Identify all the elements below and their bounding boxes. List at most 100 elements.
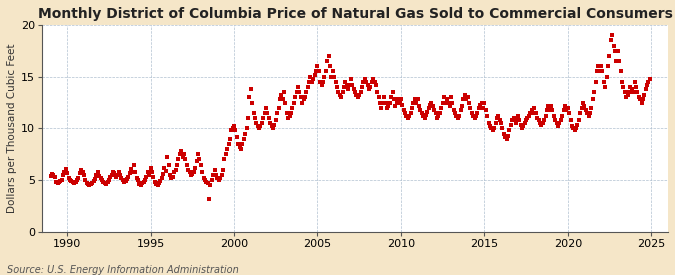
Point: [422, 110, 433, 114]
Point: [215, 176, 225, 180]
Point: [153, 183, 163, 188]
Point: [427, 103, 438, 108]
Point: [540, 114, 551, 118]
Point: [607, 33, 618, 37]
Point: [549, 114, 560, 118]
Point: [154, 181, 165, 185]
Point: [536, 123, 547, 128]
Point: [53, 180, 64, 185]
Point: [472, 111, 483, 115]
Point: [565, 118, 576, 122]
Point: [489, 126, 500, 131]
Point: [407, 106, 418, 110]
Point: [141, 175, 152, 179]
Point: [362, 83, 373, 87]
Point: [355, 90, 366, 94]
Point: [551, 121, 562, 125]
Point: [641, 87, 651, 91]
Point: [510, 118, 520, 122]
Point: [504, 128, 515, 133]
Point: [298, 97, 309, 101]
Point: [312, 64, 323, 68]
Point: [452, 116, 463, 120]
Point: [59, 170, 70, 174]
Point: [256, 121, 267, 125]
Point: [429, 108, 439, 112]
Point: [296, 95, 306, 100]
Point: [412, 97, 423, 101]
Point: [240, 131, 250, 136]
Point: [337, 90, 348, 94]
Point: [533, 118, 544, 122]
Point: [476, 100, 487, 105]
Point: [532, 116, 543, 120]
Point: [526, 108, 537, 112]
Point: [404, 114, 414, 118]
Point: [346, 76, 356, 81]
Point: [365, 85, 376, 89]
Point: [358, 79, 369, 84]
Point: [77, 170, 88, 174]
Point: [327, 69, 338, 74]
Point: [630, 85, 641, 89]
Point: [394, 100, 405, 105]
Point: [448, 108, 459, 112]
Point: [519, 121, 530, 125]
Point: [103, 178, 114, 182]
Point: [124, 171, 135, 175]
Point: [161, 169, 171, 173]
Point: [363, 87, 374, 91]
Point: [308, 76, 319, 81]
Point: [508, 116, 519, 120]
Point: [128, 163, 139, 167]
Point: [558, 108, 569, 112]
Point: [80, 178, 90, 182]
Point: [574, 118, 585, 122]
Point: [207, 178, 217, 182]
Point: [74, 171, 85, 175]
Point: [169, 170, 180, 174]
Point: [621, 95, 632, 100]
Point: [432, 116, 443, 120]
Point: [304, 79, 315, 84]
Point: [384, 100, 395, 105]
Point: [636, 100, 647, 105]
Point: [113, 170, 124, 174]
Point: [233, 142, 244, 146]
Point: [443, 100, 454, 105]
Point: [284, 114, 295, 118]
Point: [167, 175, 178, 179]
Point: [236, 147, 246, 151]
Point: [333, 90, 344, 94]
Point: [144, 173, 155, 177]
Point: [439, 95, 450, 100]
Point: [108, 170, 119, 174]
Point: [624, 90, 634, 94]
Point: [84, 183, 95, 188]
Point: [55, 179, 65, 183]
Point: [560, 103, 570, 108]
Point: [81, 181, 92, 185]
Point: [596, 64, 607, 68]
Point: [451, 114, 462, 118]
Point: [372, 90, 383, 94]
Point: [516, 126, 527, 131]
Point: [497, 126, 508, 131]
Point: [566, 124, 577, 128]
Point: [545, 103, 556, 108]
Point: [130, 170, 140, 174]
Point: [482, 114, 493, 118]
Point: [208, 173, 219, 177]
Point: [259, 111, 270, 115]
Point: [148, 175, 159, 179]
Point: [102, 180, 113, 185]
Point: [561, 108, 572, 112]
Point: [343, 87, 354, 91]
Point: [191, 159, 202, 164]
Point: [205, 183, 216, 188]
Point: [165, 173, 176, 177]
Point: [379, 95, 389, 100]
Point: [146, 170, 157, 174]
Point: [418, 114, 429, 118]
Point: [478, 106, 489, 110]
